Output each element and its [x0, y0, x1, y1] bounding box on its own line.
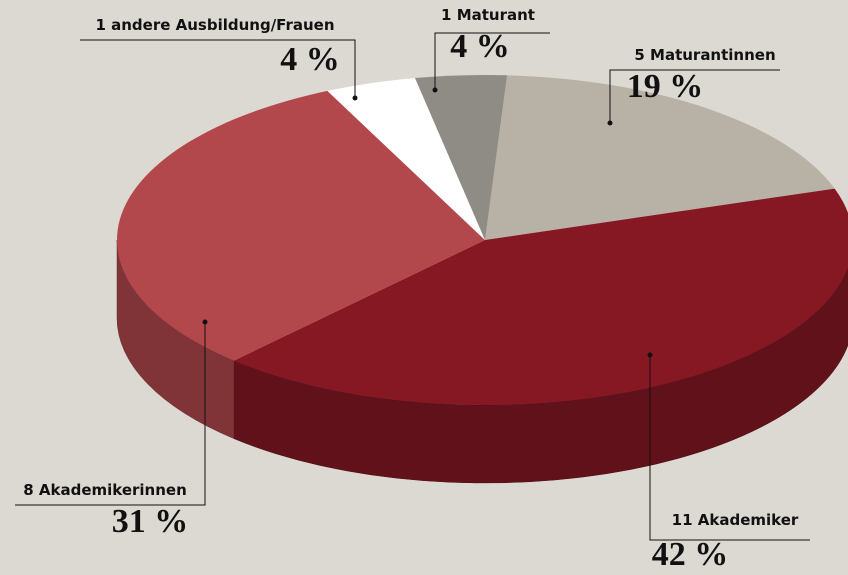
category-label: 1 andere Ausbildung/Frauen [95, 16, 334, 34]
leader-dot [607, 120, 613, 126]
leader-dot [647, 352, 653, 358]
leader-dot [352, 95, 358, 101]
category-label: 5 Maturantinnen [634, 46, 775, 64]
category-label: 1 Maturant [441, 6, 535, 24]
leader-dot [202, 319, 208, 325]
slice [233, 188, 848, 405]
value-label: 31 % [112, 503, 189, 540]
category-label: 11 Akademiker [672, 511, 799, 529]
leader-line [434, 32, 550, 90]
leader-line [15, 322, 206, 506]
category-label: 8 Akademikerinnen [23, 481, 187, 499]
value-label: 19 % [627, 68, 704, 105]
leader-line [609, 69, 780, 123]
slice [485, 75, 835, 241]
leader-dot [432, 87, 438, 93]
leader-line [649, 355, 810, 541]
value-label: 4 % [280, 41, 340, 78]
slice [415, 75, 508, 240]
value-label: 4 % [450, 28, 510, 65]
value-label: 42 % [652, 536, 729, 573]
slice [117, 90, 485, 361]
slice [327, 78, 485, 241]
leader-line [80, 39, 356, 98]
